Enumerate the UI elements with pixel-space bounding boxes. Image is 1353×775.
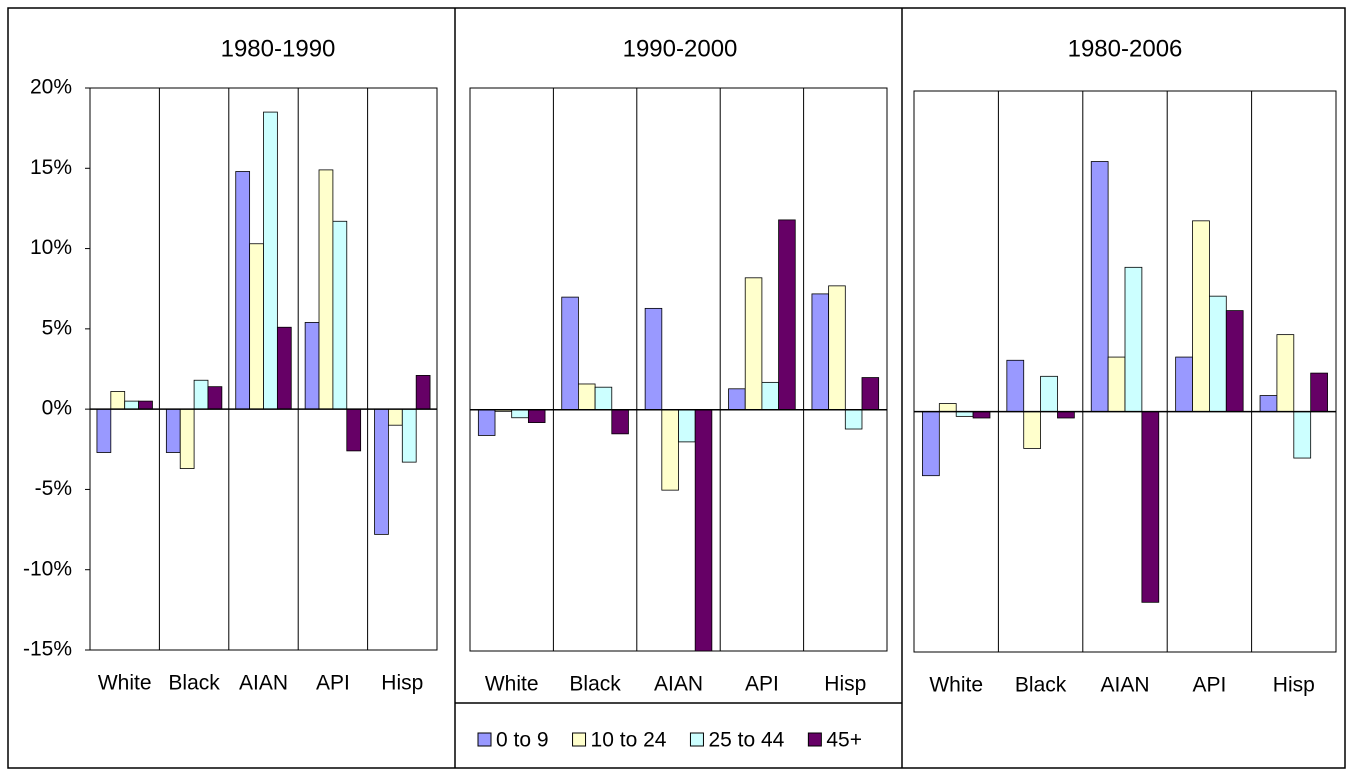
bar <box>346 408 362 452</box>
bar <box>415 375 431 410</box>
bar <box>844 409 863 430</box>
bar <box>138 400 153 410</box>
bar <box>1006 359 1025 412</box>
bar <box>744 277 763 411</box>
legend-swatch <box>807 732 822 747</box>
bar <box>165 408 181 453</box>
bar <box>527 409 546 423</box>
bar <box>561 296 579 411</box>
bar <box>477 409 496 436</box>
legend-label: 25 to 44 <box>708 729 784 752</box>
bar <box>1209 295 1227 412</box>
bar <box>694 409 713 652</box>
bar <box>1107 356 1126 412</box>
bar <box>1310 372 1328 412</box>
x-tick-label: AIAN <box>654 673 703 696</box>
bar <box>644 307 663 411</box>
bar <box>1175 356 1193 412</box>
x-tick-label: AIAN <box>1100 674 1149 697</box>
bar <box>388 408 403 426</box>
bar <box>1141 411 1160 603</box>
bar <box>611 409 629 435</box>
bar <box>1225 310 1244 412</box>
bar <box>1023 411 1041 449</box>
x-tick-label: Black <box>569 673 621 696</box>
bar <box>594 386 613 411</box>
y-tick-label: 10% <box>30 236 72 259</box>
x-tick-label: Hisp <box>381 672 423 695</box>
x-tick-label: Hisp <box>1273 674 1315 697</box>
y-tick-label: -15% <box>23 638 72 661</box>
bar <box>1259 395 1278 412</box>
chart-title: 1980-2006 <box>1068 35 1183 62</box>
bar <box>96 408 112 453</box>
x-tick-label: Hisp <box>824 673 866 696</box>
bar <box>1276 334 1295 412</box>
bar <box>761 381 779 411</box>
bar <box>110 391 126 410</box>
x-tick-label: API <box>1192 674 1226 697</box>
x-tick-label: White <box>98 672 152 695</box>
bar <box>193 379 209 410</box>
y-tick-label: 20% <box>30 76 72 99</box>
bar <box>778 219 796 411</box>
bar <box>578 383 596 411</box>
bar <box>276 326 292 410</box>
bar <box>678 409 696 443</box>
y-tick-label: -10% <box>23 557 72 580</box>
bar <box>938 403 957 412</box>
legend-label: 45+ <box>826 729 862 752</box>
bar <box>304 322 320 410</box>
bar <box>1090 161 1109 412</box>
x-tick-label: Black <box>1015 674 1067 697</box>
bar <box>661 409 679 491</box>
bar <box>263 111 278 410</box>
chart-title: 1990-2000 <box>623 35 738 62</box>
bar <box>1293 411 1312 459</box>
bar <box>124 400 139 410</box>
bar <box>972 411 991 419</box>
bar <box>1192 220 1210 412</box>
bar <box>828 285 846 411</box>
y-tick-label: 15% <box>30 156 72 179</box>
bar <box>811 293 830 411</box>
legend-label: 0 to 9 <box>496 729 549 752</box>
bar <box>861 377 880 411</box>
y-tick-label: -5% <box>35 477 72 500</box>
legend-swatch <box>689 732 704 747</box>
bar <box>922 411 940 477</box>
bar <box>401 408 417 463</box>
bar <box>318 169 334 410</box>
legend-swatch <box>572 732 587 747</box>
bar <box>511 409 529 419</box>
bar <box>332 220 348 410</box>
bar <box>374 408 389 535</box>
x-tick-label: API <box>745 673 779 696</box>
bar <box>235 171 251 410</box>
chart-title: 1980-1990 <box>221 35 336 62</box>
legend-swatch <box>477 732 492 747</box>
bar <box>1124 266 1143 412</box>
bar <box>249 243 264 410</box>
bar <box>1057 411 1075 419</box>
bar <box>207 386 223 410</box>
x-tick-label: White <box>929 674 983 697</box>
x-tick-label: White <box>485 673 539 696</box>
y-tick-label: 0% <box>42 397 72 420</box>
legend-label: 10 to 24 <box>591 729 667 752</box>
x-tick-label: AIAN <box>239 672 288 695</box>
bar <box>728 388 746 411</box>
bar <box>1040 375 1058 412</box>
x-tick-label: Black <box>168 672 220 695</box>
y-tick-label: 5% <box>42 316 72 339</box>
bar <box>179 408 195 469</box>
x-tick-label: API <box>316 672 350 695</box>
